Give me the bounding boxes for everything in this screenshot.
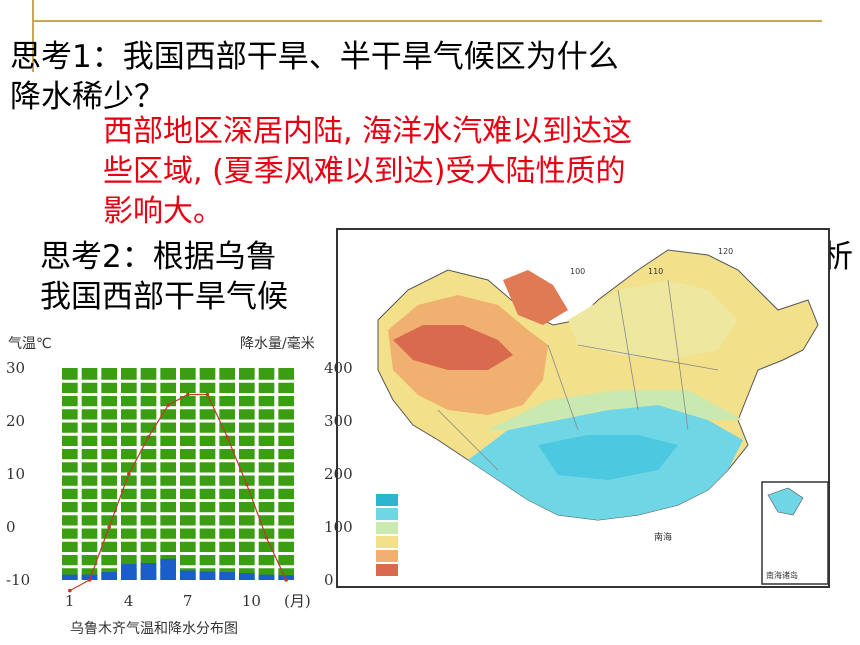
- precip-tick-label: 0: [324, 571, 334, 589]
- precip-bar-10: [239, 573, 255, 580]
- temperature-point-4: [127, 472, 131, 476]
- question-1-line-1: 思考1：我国西部干旱、半干旱气候区为什么: [10, 39, 619, 75]
- gridline: [60, 379, 296, 383]
- month-axis-label: (月): [284, 592, 311, 610]
- month-tick-label: 10: [242, 592, 261, 610]
- temperature-point-12: [284, 578, 288, 582]
- month-tick-label: 4: [124, 592, 134, 610]
- precip-bar-11: [258, 574, 275, 580]
- temp-axis-label: 气温℃: [8, 336, 52, 352]
- gridline: [60, 499, 296, 502]
- temperature-point-8: [205, 392, 210, 397]
- chart-gridlines: [60, 379, 296, 569]
- gridline: [60, 393, 296, 396]
- decorative-vertical-line: [32, 0, 34, 72]
- temperature-point-5: [146, 435, 151, 439]
- map-longitude-100: 100: [570, 267, 585, 276]
- gridline: [60, 446, 296, 449]
- map-desert-core: [393, 325, 513, 370]
- map-transition-region: [488, 390, 743, 430]
- map-boundary-lines: [437, 279, 719, 471]
- temperature-point-10: [245, 482, 249, 487]
- question-2-line-2: 我国西部干旱气候: [40, 279, 288, 315]
- month-tick-label: 7: [183, 592, 193, 610]
- precip-bar-1: [62, 574, 78, 580]
- temperature-point-11: [264, 535, 269, 540]
- temperature-point-7: [186, 392, 190, 397]
- precip-bar-9: [219, 572, 235, 580]
- inset-label: 南海诸岛: [766, 570, 798, 580]
- precip-bar-7: [180, 570, 196, 580]
- temperature-point-3: [107, 525, 111, 529]
- precip-bar-2: [81, 574, 98, 580]
- precip-bar-5: [140, 563, 157, 580]
- precip-bar-6: [160, 558, 176, 580]
- temp-tick-label: -10: [6, 571, 30, 589]
- precip-tick-label: 400: [324, 359, 353, 377]
- gridline: [60, 512, 296, 516]
- temp-tick-label: 0: [6, 518, 16, 536]
- answer-1-line-3: 影响大。: [103, 194, 223, 229]
- chart-title: 乌鲁木齐气温和降水分布图: [70, 621, 238, 637]
- precip-bar-4: [121, 564, 137, 580]
- precip-axis-label: 降水量/毫米: [240, 335, 315, 352]
- temperature-line: [69, 393, 287, 592]
- precip-tick-label: 200: [324, 465, 353, 483]
- inset-landmass: [767, 487, 804, 516]
- precip-tick-label: 300: [324, 412, 353, 430]
- temperature-point-1: [68, 588, 72, 593]
- temperature-point-2: [87, 578, 92, 582]
- gridline: [60, 485, 296, 489]
- gridline: [60, 406, 296, 410]
- temp-tick-label: 30: [6, 359, 25, 377]
- map-longitude-120: 120: [718, 247, 733, 256]
- map-semi-arid-region: [568, 280, 738, 360]
- gridline: [60, 525, 296, 529]
- question-2-line-1: 思考2：根据乌鲁: [40, 239, 277, 275]
- gridline: [60, 565, 296, 569]
- temp-tick-label: 10: [6, 465, 25, 483]
- precip-bar-8: [199, 571, 216, 580]
- precip-tick-label: 100: [324, 518, 353, 536]
- gridline: [60, 538, 296, 542]
- temp-tick-label: 20: [6, 412, 25, 430]
- month-tick-label: 1: [65, 592, 75, 610]
- china-precipitation-map: 南海诸岛 南海 100 110 120: [336, 228, 830, 588]
- precipitation-bars: [62, 558, 294, 580]
- map-north-dry-patch: [503, 270, 568, 325]
- temperature-point-9: [225, 435, 229, 439]
- gridline: [60, 419, 296, 423]
- question-1-line-2: 降水稀少？: [10, 79, 165, 115]
- temperature-curve: [68, 392, 288, 593]
- sea-label: 南海: [654, 531, 672, 543]
- temperature-point-6: [166, 403, 170, 407]
- gridline: [60, 552, 296, 555]
- map-wet-core: [538, 435, 678, 480]
- gridline: [60, 472, 296, 476]
- answer-1-line-1: 西部地区深居内陆, 海洋水汽难以到达这: [103, 114, 633, 149]
- map-legend: [376, 494, 398, 576]
- gridline: [60, 459, 296, 463]
- precip-bar-12: [278, 575, 294, 580]
- precip-bar-3: [101, 572, 117, 580]
- map-longitude-110: 110: [648, 267, 663, 276]
- answer-1-line-2: 些区域, (夏季风难以到达)受大陆性质的: [103, 154, 626, 189]
- decorative-horizontal-line: [32, 20, 822, 22]
- china-map-graphic: 南海诸岛 南海 100 110 120: [376, 247, 828, 585]
- gridline: [60, 432, 296, 436]
